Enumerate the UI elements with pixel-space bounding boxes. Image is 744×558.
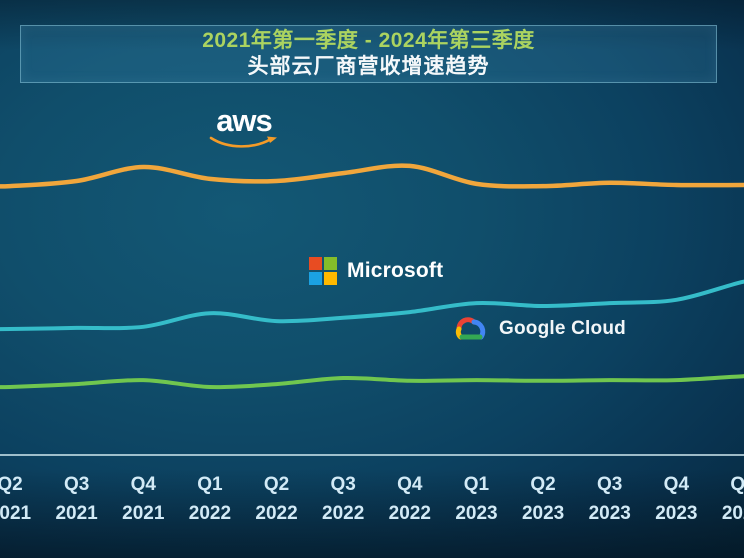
trend-line-google-cloud <box>0 374 744 390</box>
google-cloud-icon <box>455 317 486 340</box>
chart-period-text: 2021年第一季度 - 2024年第三季度 <box>202 29 535 53</box>
x-axis-label: Q4 2021 <box>122 474 165 524</box>
x-axis-label: Q1 2022 <box>188 474 232 524</box>
x-axis-label: Q3 2021 <box>55 474 98 524</box>
x-axis-label: Q2 2022 <box>255 474 298 524</box>
trend-line-aws <box>0 163 744 189</box>
microsoft-squares-icon <box>309 257 337 285</box>
trend-line-microsoft <box>0 279 744 332</box>
chart-title-text: 头部云厂商营收增速趋势 <box>247 55 490 78</box>
x-axis-label: Q2 2023 <box>521 474 565 524</box>
aws-wordmark: aws <box>216 103 273 138</box>
x-axis-label: Q4 2023 <box>655 474 698 524</box>
google-cloud-wordmark: Google Cloud <box>499 318 626 339</box>
x-axis-label: Q22021 <box>0 474 32 524</box>
microsoft-wordmark: Microsoft <box>347 259 444 282</box>
x-axis-label: Q3 2022 <box>322 474 365 524</box>
chart-title-box: 2021年第一季度 - 2024年第三季度 头部云厂商营收增速趋势 <box>20 25 717 83</box>
x-axis-line <box>0 454 744 456</box>
aws-logo: aws <box>206 103 282 152</box>
microsoft-logo: Microsoft <box>309 257 443 285</box>
x-axis-label: Q1 2023 <box>455 474 498 524</box>
x-axis-label: Q12024 <box>721 474 744 524</box>
aws-smile-arrow-icon <box>209 136 277 148</box>
google-cloud-logo: Google Cloud <box>450 314 626 344</box>
x-axis-label: Q3 2023 <box>588 474 631 524</box>
x-axis-label: Q4 2022 <box>388 474 431 524</box>
